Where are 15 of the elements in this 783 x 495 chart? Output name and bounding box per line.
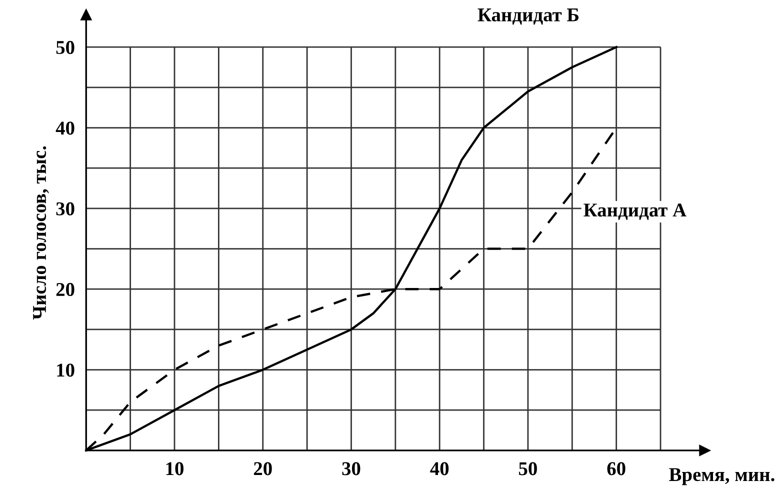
y-axis-title: Число голосов, тыс. — [33, 146, 49, 320]
x-tick-label: 60 — [607, 462, 626, 476]
x-tick-label: 10 — [166, 462, 184, 476]
y-tick-label: 20 — [56, 282, 74, 296]
y-tick-label: 10 — [57, 364, 74, 377]
y-tick-label: 30 — [56, 202, 74, 216]
x-tick-label: 50 — [519, 462, 537, 476]
x-tick-label: 30 — [342, 462, 360, 476]
series-label: Кандидат Б — [478, 8, 579, 25]
x-tick-label: 20 — [254, 462, 272, 476]
series-label: Кандидат А — [584, 204, 686, 220]
x-tick-label: 40 — [430, 462, 449, 476]
x-axis-title: Время, мин. — [669, 468, 774, 486]
y-tick-label: 50 — [56, 40, 74, 54]
y-tick-label: 40 — [56, 122, 74, 135]
